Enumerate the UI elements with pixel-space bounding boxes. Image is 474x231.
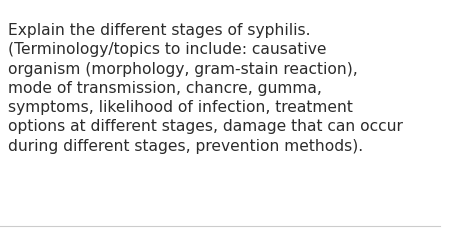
Text: organism (morphology, gram-stain reaction),: organism (morphology, gram-stain reactio… [8, 62, 358, 77]
Text: symptoms, likelihood of infection, treatment: symptoms, likelihood of infection, treat… [8, 100, 353, 115]
Text: (Terminology/topics to include: causative: (Terminology/topics to include: causativ… [8, 42, 327, 57]
Text: options at different stages, damage that can occur: options at different stages, damage that… [8, 119, 403, 134]
Text: during different stages, prevention methods).: during different stages, prevention meth… [8, 139, 363, 154]
Text: Explain the different stages of syphilis.: Explain the different stages of syphilis… [8, 23, 310, 38]
Text: mode of transmission, chancre, gumma,: mode of transmission, chancre, gumma, [8, 81, 322, 96]
